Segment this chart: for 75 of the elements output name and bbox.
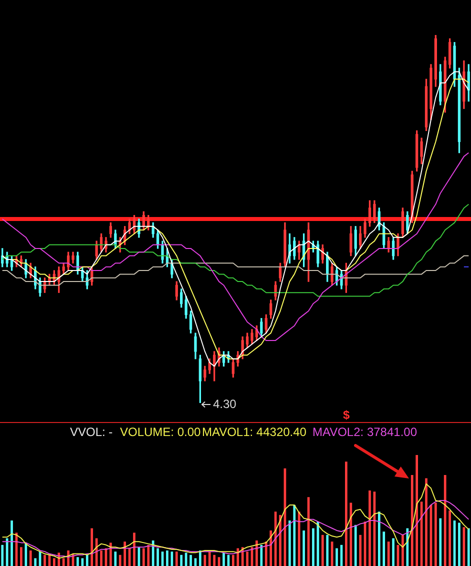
bar: [382, 532, 386, 566]
bar: [76, 557, 79, 566]
bar: [302, 530, 305, 566]
bar: [321, 534, 324, 566]
bar: [170, 552, 174, 566]
bar: [204, 554, 206, 566]
bar: [458, 522, 460, 566]
bar: [354, 524, 357, 566]
bar: [133, 532, 136, 566]
bar: [20, 547, 22, 566]
bar: [350, 502, 352, 566]
bar: [298, 512, 300, 566]
bar: [166, 550, 168, 566]
bar: [180, 554, 183, 566]
bar: [425, 478, 428, 566]
bar: [434, 502, 437, 566]
bar: [52, 558, 56, 566]
bar: [147, 544, 150, 566]
bar: [81, 558, 84, 566]
bar: [256, 540, 258, 566]
bar: [270, 530, 272, 566]
bar: [110, 542, 112, 566]
bar: [156, 548, 159, 566]
bar: [312, 528, 314, 566]
bar: [293, 504, 296, 566]
bar: [62, 558, 65, 566]
bar: [118, 554, 122, 566]
bar: [222, 552, 225, 566]
bar: [359, 534, 362, 566]
bar: [448, 510, 451, 566]
bar: [44, 554, 46, 566]
bar: [368, 490, 371, 566]
bar: [467, 528, 470, 566]
bar: [10, 520, 13, 566]
bar: [152, 540, 154, 566]
bar: [288, 520, 291, 566]
bar: [402, 534, 404, 566]
text: $: [343, 408, 350, 422]
bar: [86, 554, 88, 566]
bar: [100, 550, 102, 566]
bar: [175, 552, 178, 566]
bar: [24, 542, 28, 566]
bar: [1, 544, 4, 566]
bar: [416, 455, 418, 566]
bar: [387, 542, 390, 566]
bar: [208, 552, 211, 566]
bar: [439, 518, 442, 566]
bar: [232, 554, 234, 566]
bar: [410, 474, 414, 566]
bar: [345, 462, 348, 566]
bar: [444, 474, 446, 566]
annotation: 4.30: [213, 397, 236, 411]
bar: [336, 548, 338, 566]
bar: [114, 552, 117, 566]
bar: [279, 514, 282, 566]
bar: [213, 554, 216, 566]
bar: [326, 534, 329, 566]
bar: [378, 512, 380, 566]
bar: [199, 550, 202, 566]
bar: [246, 552, 248, 566]
bar: [316, 522, 320, 566]
bar: [190, 554, 192, 566]
bar: [29, 550, 32, 566]
bar: [392, 538, 394, 566]
bar: [236, 548, 240, 566]
bar: [34, 558, 37, 566]
text: VOLUME: 0.00: [120, 425, 201, 439]
bar: [264, 542, 268, 566]
text: MAVOL2: 37841.00: [312, 425, 417, 439]
text: MAVOL1: 44320.40: [202, 425, 306, 439]
bar: [90, 528, 94, 566]
bar: [142, 548, 145, 566]
text: VVOL: -: [70, 425, 113, 439]
bar: [260, 544, 263, 566]
bar: [124, 542, 126, 566]
